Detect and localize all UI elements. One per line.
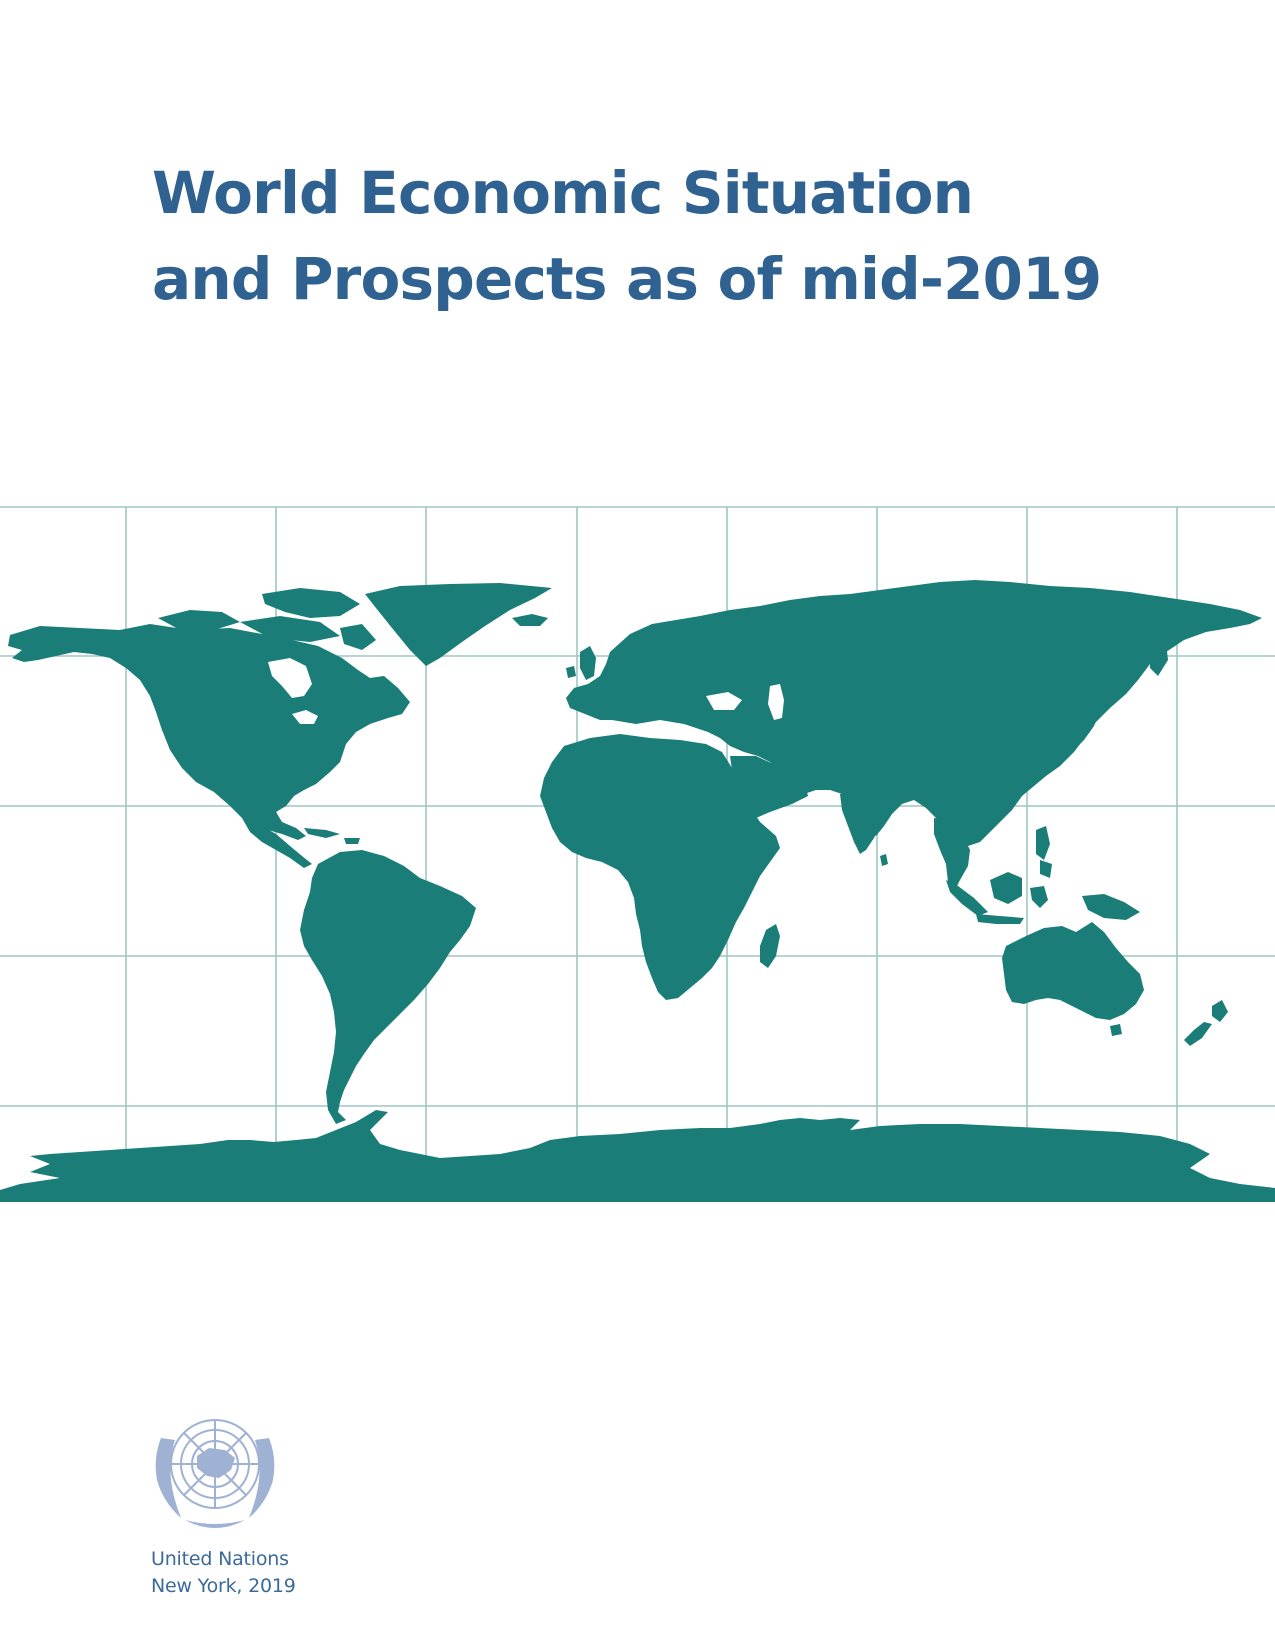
british-isles-shape [580, 646, 596, 680]
world-map-svg [0, 506, 1275, 1260]
arctic-islands-shape [262, 588, 360, 618]
publication-place-year: New York, 2019 [151, 1575, 296, 1597]
south-america-shape [300, 850, 476, 1124]
philippines-shape [1036, 826, 1050, 860]
cover-title-line-1: World Economic Situation [152, 159, 974, 227]
un-emblem-icon [155, 1419, 275, 1528]
southeast-asia-shape [934, 818, 970, 892]
cover-title-line-2: and Prospects as of mid-2019 [152, 245, 1102, 313]
antarctica-shape [0, 1110, 1275, 1202]
central-america-shape [242, 818, 312, 868]
japan-shape [1064, 670, 1106, 752]
indonesia-shape [946, 880, 988, 916]
india-shape [840, 792, 890, 854]
madagascar-shape [760, 924, 780, 968]
iceland-shape [512, 614, 548, 626]
publisher-block: United Nations New York, 2019 [145, 1398, 465, 1600]
publisher-text: United Nations New York, 2019 [151, 1546, 465, 1600]
australia-shape [1002, 922, 1144, 1020]
map-landmasses [0, 580, 1275, 1260]
cover-title: World Economic Situation and Prospects a… [152, 150, 1132, 322]
new-zealand-shape [1212, 1000, 1228, 1022]
publisher-name: United Nations [151, 1548, 289, 1570]
arabian-peninsula-shape [730, 756, 808, 818]
greenland-shape [365, 583, 552, 666]
africa-shape [540, 734, 780, 1000]
eurasia-shape [566, 580, 1262, 846]
new-guinea-shape [1082, 894, 1140, 920]
world-map [0, 500, 1275, 1260]
